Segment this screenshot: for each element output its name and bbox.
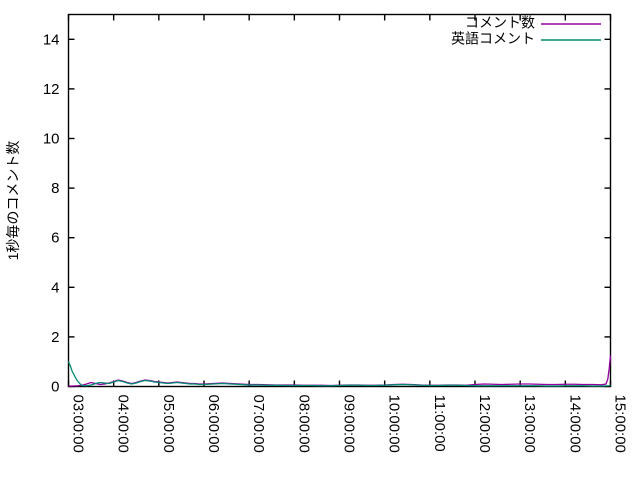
x-tick-label-0: 03:00:00 — [70, 395, 87, 453]
y-axis-title: 1秒毎のコメント数 — [5, 141, 21, 261]
x-tick-label-4: 07:00:00 — [250, 395, 267, 453]
y-tick-label-1: 2 — [51, 329, 59, 346]
x-tick-label-11: 14:00:00 — [566, 395, 583, 453]
plot-frame — [67, 13, 612, 388]
y-tick-label-3: 6 — [51, 230, 59, 247]
x-tick-label-1: 04:00:00 — [115, 395, 132, 453]
data-series-group — [67, 355, 612, 387]
y-axis-ticks: 0 2 4 6 8 10 12 14 — [43, 31, 611, 395]
y-axis-label-text: 1秒毎のコメント数 — [5, 141, 21, 261]
x-tick-label-12: 15:00:00 — [612, 395, 629, 453]
x-tick-label-7: 10:00:00 — [386, 395, 403, 453]
y-tick-label-7: 14 — [43, 31, 60, 48]
y-tick-label-5: 10 — [43, 130, 60, 147]
y-tick-label-0: 0 — [51, 378, 59, 395]
y-tick-label-6: 12 — [43, 81, 60, 98]
legend-label-1: 英語コメント — [451, 31, 535, 47]
legend-label-0: コメント数 — [465, 15, 535, 31]
x-tick-label-5: 08:00:00 — [295, 395, 312, 453]
y-tick-label-4: 8 — [51, 180, 59, 197]
x-tick-label-3: 06:00:00 — [205, 395, 222, 453]
y-tick-label-2: 4 — [51, 279, 59, 296]
x-axis-ticks: 03:00:00 04:00:00 05:00:00 06:00:00 07:00:00… — [67, 14, 629, 453]
series-line-1 — [67, 360, 611, 387]
x-tick-label-9: 12:00:00 — [476, 395, 493, 453]
x-tick-label-8: 11:00:00 — [431, 395, 448, 452]
x-tick-label-10: 13:00:00 — [521, 395, 538, 453]
x-tick-label-2: 05:00:00 — [160, 395, 177, 453]
x-tick-label-6: 09:00:00 — [341, 395, 358, 453]
